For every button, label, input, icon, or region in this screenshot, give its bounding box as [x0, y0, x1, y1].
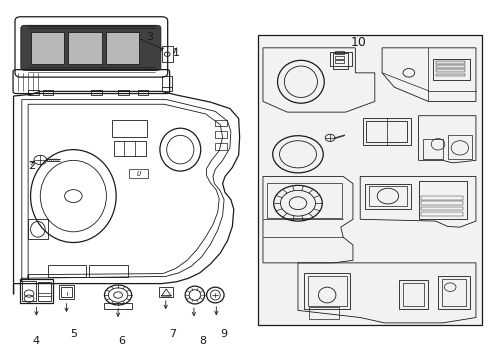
Bar — [362, 118, 410, 145]
Bar — [365, 184, 410, 208]
Bar — [162, 46, 172, 62]
Bar — [137, 90, 148, 95]
Bar — [266, 183, 342, 217]
Text: 9: 9 — [220, 329, 227, 339]
Text: 10: 10 — [350, 36, 366, 49]
Bar — [441, 279, 465, 306]
Bar — [432, 59, 468, 80]
Text: 7: 7 — [169, 329, 176, 339]
Bar — [329, 52, 351, 66]
Bar — [398, 280, 427, 309]
Bar — [334, 51, 343, 54]
Bar — [118, 90, 128, 95]
Bar — [334, 56, 343, 59]
Bar — [402, 283, 424, 306]
Bar — [28, 219, 47, 239]
Bar — [308, 307, 339, 319]
Bar — [258, 35, 481, 325]
Bar — [128, 169, 148, 178]
Bar — [304, 273, 350, 309]
Bar — [61, 287, 72, 297]
Bar — [68, 32, 102, 64]
FancyBboxPatch shape — [21, 25, 161, 70]
Text: 1: 1 — [173, 48, 180, 58]
Bar — [22, 281, 36, 301]
Text: 6: 6 — [118, 337, 125, 346]
Bar — [366, 121, 407, 143]
Bar — [215, 131, 227, 138]
Text: 5: 5 — [70, 329, 77, 339]
Bar — [42, 90, 53, 95]
Text: 4: 4 — [33, 337, 40, 346]
Bar — [437, 276, 468, 309]
Bar — [421, 196, 462, 200]
Bar — [47, 265, 86, 277]
Bar — [215, 143, 227, 150]
Text: 8: 8 — [199, 337, 206, 346]
Bar — [28, 90, 39, 95]
Text: 2: 2 — [28, 161, 35, 171]
Text: 3: 3 — [146, 32, 153, 42]
Bar — [30, 32, 63, 64]
Bar — [418, 181, 466, 219]
Bar — [112, 120, 147, 137]
Bar — [215, 120, 227, 126]
Bar — [421, 202, 462, 205]
Bar — [91, 90, 102, 95]
Bar — [447, 135, 471, 158]
Bar — [435, 65, 464, 68]
Bar — [159, 287, 173, 297]
Bar — [162, 76, 171, 91]
Bar — [114, 141, 145, 156]
Bar — [421, 212, 462, 216]
Bar — [333, 53, 347, 69]
Bar — [368, 186, 406, 206]
Bar — [20, 279, 53, 303]
Bar — [307, 276, 346, 306]
Bar — [38, 282, 51, 301]
Bar — [104, 303, 131, 309]
Bar — [435, 69, 464, 72]
Bar — [59, 285, 74, 298]
Bar — [89, 265, 127, 277]
Bar — [435, 61, 464, 64]
Bar — [334, 60, 343, 63]
Bar — [421, 207, 462, 210]
Bar — [435, 73, 464, 76]
Text: U: U — [136, 171, 141, 176]
Bar — [423, 139, 442, 158]
Bar — [106, 32, 139, 64]
